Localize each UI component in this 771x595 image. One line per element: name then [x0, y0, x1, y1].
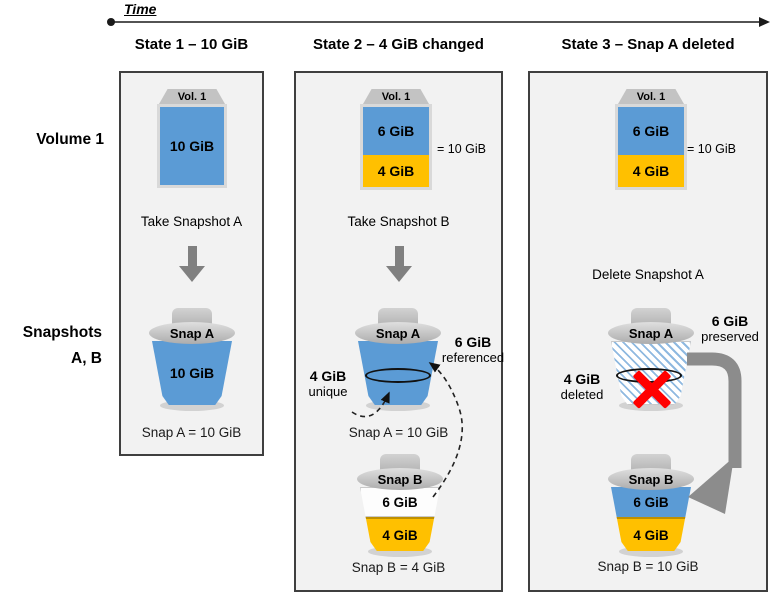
snapshot-caption: Snap A = 10 GiB	[141, 425, 242, 440]
annotation-unique: 4 GiB unique	[308, 368, 348, 399]
volume-segment: 6 GiB	[618, 107, 684, 155]
bucket-rim	[368, 546, 432, 557]
snapshot-caption: Snap A = 10 GiB	[348, 425, 449, 440]
annotation-deleted: 4 GiB deleted	[560, 371, 604, 402]
time-axis-label: Time	[124, 1, 157, 17]
snapshot-bucket-snap-a: Snap A	[353, 308, 443, 412]
bucket-lid: Snap B	[357, 468, 443, 490]
down-arrow-icon	[179, 246, 205, 282]
bucket-rim	[160, 400, 224, 411]
snapshot-bucket-snap-b: Snap B 6 GiB 4 GiB	[606, 454, 696, 558]
bucket-lid: Snap A	[608, 322, 694, 344]
row-label-snapshots-line2: A, B	[71, 350, 102, 367]
volume-segment: 10 GiB	[160, 107, 224, 185]
state-1-header: State 1 – 10 GiB	[134, 36, 249, 53]
bucket-segment: 4 GiB	[360, 517, 440, 551]
bucket-lid: Snap B	[608, 468, 694, 490]
action-label: Delete Snapshot A	[592, 267, 704, 282]
snapshot-bucket-snap-b: Snap B 6 GiB 4 GiB	[355, 454, 445, 558]
row-label-snapshots: Snapshots A, B	[8, 320, 102, 372]
volume-total-label: = 10 GiB	[687, 142, 736, 156]
state-3-header: State 3 – Snap A deleted	[561, 36, 735, 53]
row-label-volume: Volume 1	[36, 131, 104, 148]
bucket-body: 6 GiB 4 GiB	[360, 487, 440, 551]
volume-segment: 4 GiB	[618, 155, 684, 187]
bucket-body: 10 GiB	[152, 341, 232, 405]
annotation-referenced: 6 GiB referenced	[441, 334, 505, 365]
volume-total-label: = 10 GiB	[437, 142, 486, 156]
bucket-size-label: 10 GiB	[169, 365, 215, 381]
bucket-rim	[619, 546, 683, 557]
bucket-lid: Snap A	[149, 322, 235, 344]
data-band-ellipse	[365, 368, 431, 383]
volume-tab: Vol. 1	[363, 89, 429, 104]
volume-tab: Vol. 1	[159, 89, 225, 104]
bucket-rim	[366, 400, 430, 411]
state-2-header: State 2 – 4 GiB changed	[313, 36, 484, 53]
bucket-lid: Snap A	[355, 322, 441, 344]
action-label: Take Snapshot A	[140, 214, 243, 229]
row-label-snapshots-line1: Snapshots	[22, 324, 102, 341]
deleted-x-icon	[629, 367, 675, 413]
bucket-body: 6 GiB 4 GiB	[611, 487, 691, 551]
snapshot-caption: Snap B = 4 GiB	[351, 560, 446, 575]
action-label: Take Snapshot B	[347, 214, 450, 229]
volume-segment: 4 GiB	[363, 155, 429, 187]
annotation-preserved: 6 GiB preserved	[701, 313, 759, 344]
snapshot-bucket-snap-a: Snap A 10 GiB	[147, 308, 237, 412]
bucket-segment: 6 GiB	[611, 487, 691, 517]
snapshot-caption: Snap B = 10 GiB	[597, 559, 699, 574]
volume-icon: 6 GiB 4 GiB	[360, 104, 432, 190]
volume-segment: 6 GiB	[363, 107, 429, 155]
bucket-segment: 4 GiB	[611, 517, 691, 551]
volume-icon: 10 GiB	[157, 104, 227, 188]
down-arrow-icon	[386, 246, 412, 282]
bucket-segment: 6 GiB	[360, 487, 440, 517]
volume-tab: Vol. 1	[618, 89, 684, 104]
time-axis-arrow	[107, 17, 770, 27]
volume-icon: 6 GiB 4 GiB	[615, 104, 687, 190]
